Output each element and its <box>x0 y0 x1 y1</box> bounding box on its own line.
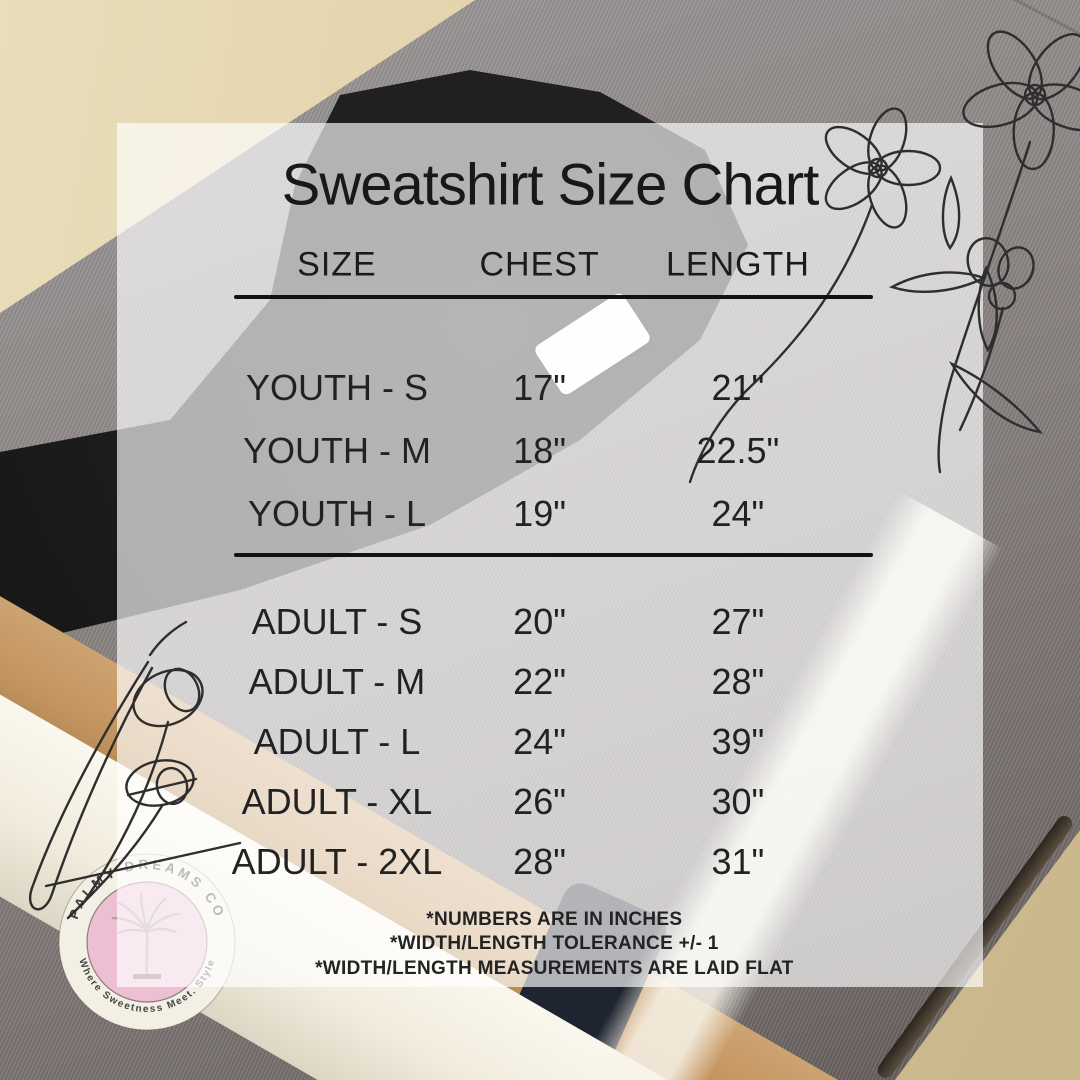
chest-value: 26" <box>513 781 567 822</box>
header-divider-line <box>234 295 873 299</box>
length-value: 22.5" <box>696 430 780 471</box>
footnotes: *NUMBERS ARE IN INCHES *WIDTH/LENGTH TOL… <box>315 908 794 981</box>
size-label: ADULT - XL <box>241 781 433 822</box>
length-value: 39" <box>711 721 765 762</box>
size-label: ADULT - S <box>251 601 423 642</box>
chest-value: 22" <box>513 661 567 702</box>
size-label: YOUTH - S <box>245 367 428 408</box>
size-label: ADULT - M <box>248 661 426 702</box>
size-label: ADULT - 2XL <box>231 841 443 882</box>
section-divider-line <box>234 553 873 557</box>
chart-title: Sweatshirt Size Chart <box>281 152 820 218</box>
column-header-length: LENGTH <box>665 245 810 284</box>
chest-value: 28" <box>513 841 567 882</box>
length-value: 24" <box>711 493 765 534</box>
chest-value: 24" <box>513 721 567 762</box>
size-label: YOUTH - L <box>247 493 426 534</box>
length-value: 30" <box>711 781 765 822</box>
chest-value: 19" <box>513 493 567 534</box>
chest-value: 20" <box>513 601 567 642</box>
length-value: 28" <box>711 661 765 702</box>
footnote-line: *NUMBERS ARE IN INCHES <box>426 909 683 930</box>
footnote-line: *WIDTH/LENGTH MEASUREMENTS ARE LAID FLAT <box>315 957 794 979</box>
length-value: 27" <box>711 601 765 642</box>
length-value: 21" <box>711 367 765 408</box>
column-header-size: SIZE <box>297 245 377 284</box>
size-label: YOUTH - M <box>242 430 431 471</box>
size-label: ADULT - L <box>253 721 421 762</box>
length-value: 31" <box>711 841 765 882</box>
size-chart-panel: Sweatshirt Size Chart SIZE CHEST LENGTH … <box>117 123 983 987</box>
chest-value: 18" <box>513 430 567 471</box>
chest-value: 17" <box>513 367 567 408</box>
footnote-line: *WIDTH/LENGTH TOLERANCE +/- 1 <box>389 933 719 955</box>
column-header-chest: CHEST <box>479 245 600 284</box>
